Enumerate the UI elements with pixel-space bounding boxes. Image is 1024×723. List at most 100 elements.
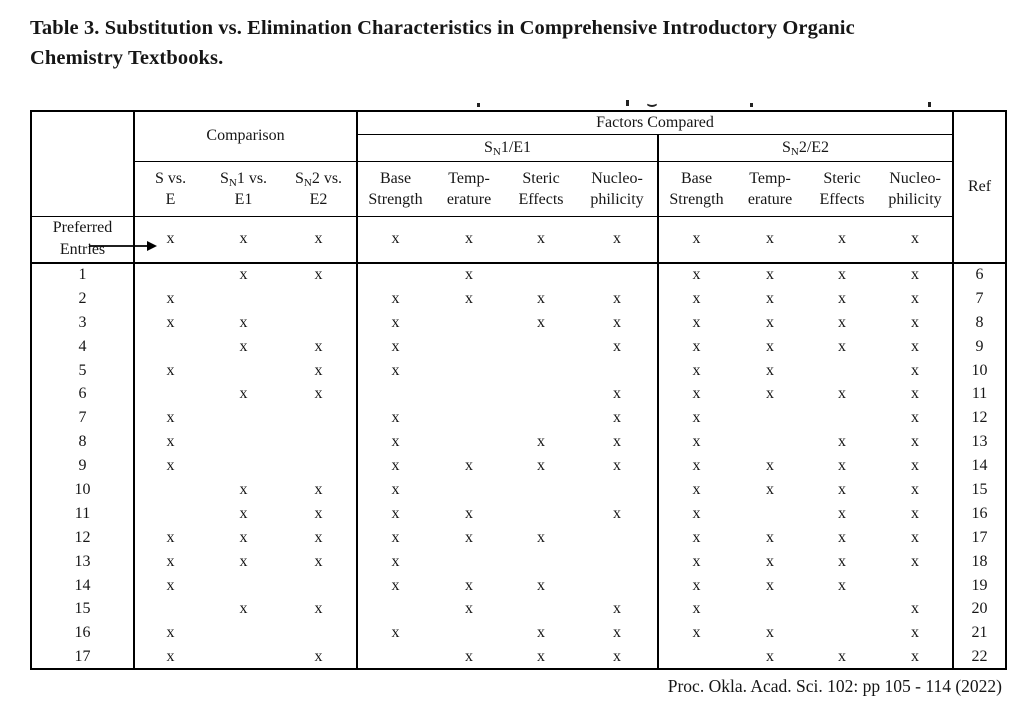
mark-cell: x xyxy=(465,647,474,665)
mark-cell xyxy=(433,311,505,335)
mark-cell: x xyxy=(537,576,546,594)
mark-cell xyxy=(505,382,577,406)
corner-empty-cell xyxy=(31,111,134,217)
mark-cell xyxy=(577,526,658,550)
mark-cell: x xyxy=(911,600,920,618)
table-row: 4 x x x x x x x x 9 xyxy=(31,334,1007,359)
mark-cell: x xyxy=(133,310,206,335)
mark-cell: x xyxy=(537,457,546,475)
mark-cell: x xyxy=(766,266,775,284)
mark-cell xyxy=(133,478,206,502)
mark-cell: x xyxy=(838,289,847,307)
mark-cell: x xyxy=(133,406,206,431)
mark-cell: x xyxy=(356,334,434,359)
preferred-entries-label: Preferred Entries xyxy=(31,216,157,264)
mark-cell xyxy=(281,287,357,311)
mark-cell: x xyxy=(657,430,735,455)
mark-cell: x xyxy=(911,624,920,642)
ref-number: 19 xyxy=(952,573,1007,598)
column-header-line-1: Base xyxy=(379,169,412,187)
column-header-5: Temp-erature xyxy=(433,161,506,217)
mark-cell xyxy=(505,502,577,526)
mark-cell xyxy=(281,574,357,598)
mark-cell: x xyxy=(766,480,775,498)
column-header-line-1: SN1 vs. xyxy=(219,169,268,189)
ref-number: 22 xyxy=(952,645,1007,670)
mark-cell: x xyxy=(613,647,622,665)
ref-number: 6 xyxy=(952,263,1007,287)
mark-cell: x xyxy=(766,337,775,355)
mark-cell xyxy=(206,621,281,645)
entry-number: 4 xyxy=(78,337,87,355)
ref-number: 16 xyxy=(952,501,1007,526)
mark-cell xyxy=(133,263,206,287)
mark-cell: x xyxy=(356,358,434,383)
mark-cell: x xyxy=(911,337,920,355)
mark-cell: x xyxy=(766,313,775,331)
citation: Proc. Okla. Acad. Sci. 102: pp 105 - 114… xyxy=(667,676,1002,696)
entry-number: 6 xyxy=(78,385,87,403)
header-row-subgroups: SN1/E1 SN2/E2 xyxy=(31,134,1006,162)
mark-cell: x xyxy=(613,504,622,522)
mark-cell: x xyxy=(657,573,735,598)
preferred-mark-cell: x xyxy=(356,216,434,264)
mark-cell: x xyxy=(657,334,735,359)
column-header-line-1: Nucleo- xyxy=(889,169,941,187)
preferred-mark-cell: x xyxy=(806,216,879,264)
mark-cell: x xyxy=(613,313,622,331)
mark-cell: x xyxy=(838,337,847,355)
column-header-9: Temp-erature xyxy=(734,161,807,217)
entry-number: 1 xyxy=(78,266,87,284)
mark-cell xyxy=(505,406,577,430)
mark-cell: x xyxy=(356,549,434,574)
column-header-line-2: philicity xyxy=(590,190,644,208)
entry-number: 2 xyxy=(78,289,87,307)
mark-cell: x xyxy=(911,409,920,427)
preferred-label-line-1: Preferred xyxy=(52,219,113,237)
mark-cell: x xyxy=(766,647,775,665)
column-header-line-1: Base xyxy=(680,169,713,187)
caption-line-2: Chemistry Textbooks. xyxy=(30,47,224,69)
mark-cell: x xyxy=(613,385,622,403)
mark-cell xyxy=(356,263,434,287)
mark-cell xyxy=(734,502,806,526)
mark-cell xyxy=(505,359,577,383)
mark-cell xyxy=(281,406,357,430)
mark-cell xyxy=(433,478,505,502)
mark-cell: x xyxy=(356,286,434,311)
mark-cell: x xyxy=(613,600,622,618)
mark-cell xyxy=(433,359,505,383)
mark-cell xyxy=(133,382,206,407)
mark-cell: x xyxy=(465,504,474,522)
mark-cell: x xyxy=(657,358,735,383)
preferred-mark-cell: x xyxy=(206,216,281,264)
column-header-line-2: E2 xyxy=(309,190,328,208)
mark-cell: x xyxy=(911,266,920,284)
ref-number: 14 xyxy=(952,454,1007,479)
mark-cell: x xyxy=(356,525,434,550)
ref-number: 10 xyxy=(952,358,1007,383)
mark-cell: x xyxy=(239,552,248,570)
mark-cell xyxy=(206,645,281,669)
mark-cell: x xyxy=(766,552,775,570)
mark-cell: x xyxy=(465,266,474,284)
entry-number: 13 xyxy=(74,552,91,570)
table-row: 12 x x x x x x x x x x 17 xyxy=(31,525,1007,550)
entry-number: 10 xyxy=(74,480,91,498)
mark-cell: x xyxy=(911,528,920,546)
mark-cell: x xyxy=(657,501,735,526)
entry-number: 15 xyxy=(74,600,91,618)
mark-cell: x xyxy=(657,263,735,287)
ref-number: 12 xyxy=(952,406,1007,431)
mark-cell: x xyxy=(356,406,434,431)
column-header-line-2: Effects xyxy=(819,190,865,208)
table-row: 3 x x x x x x x x x 8 xyxy=(31,310,1007,335)
mark-cell xyxy=(806,621,878,645)
mark-cell: x xyxy=(911,289,920,307)
preferred-mark-cell: x xyxy=(281,216,358,264)
table-row: 13 x x x x x x x x 18 xyxy=(31,549,1007,574)
entry-number: 17 xyxy=(74,647,91,665)
mark-cell xyxy=(433,382,505,406)
mark-cell: x xyxy=(657,525,735,550)
